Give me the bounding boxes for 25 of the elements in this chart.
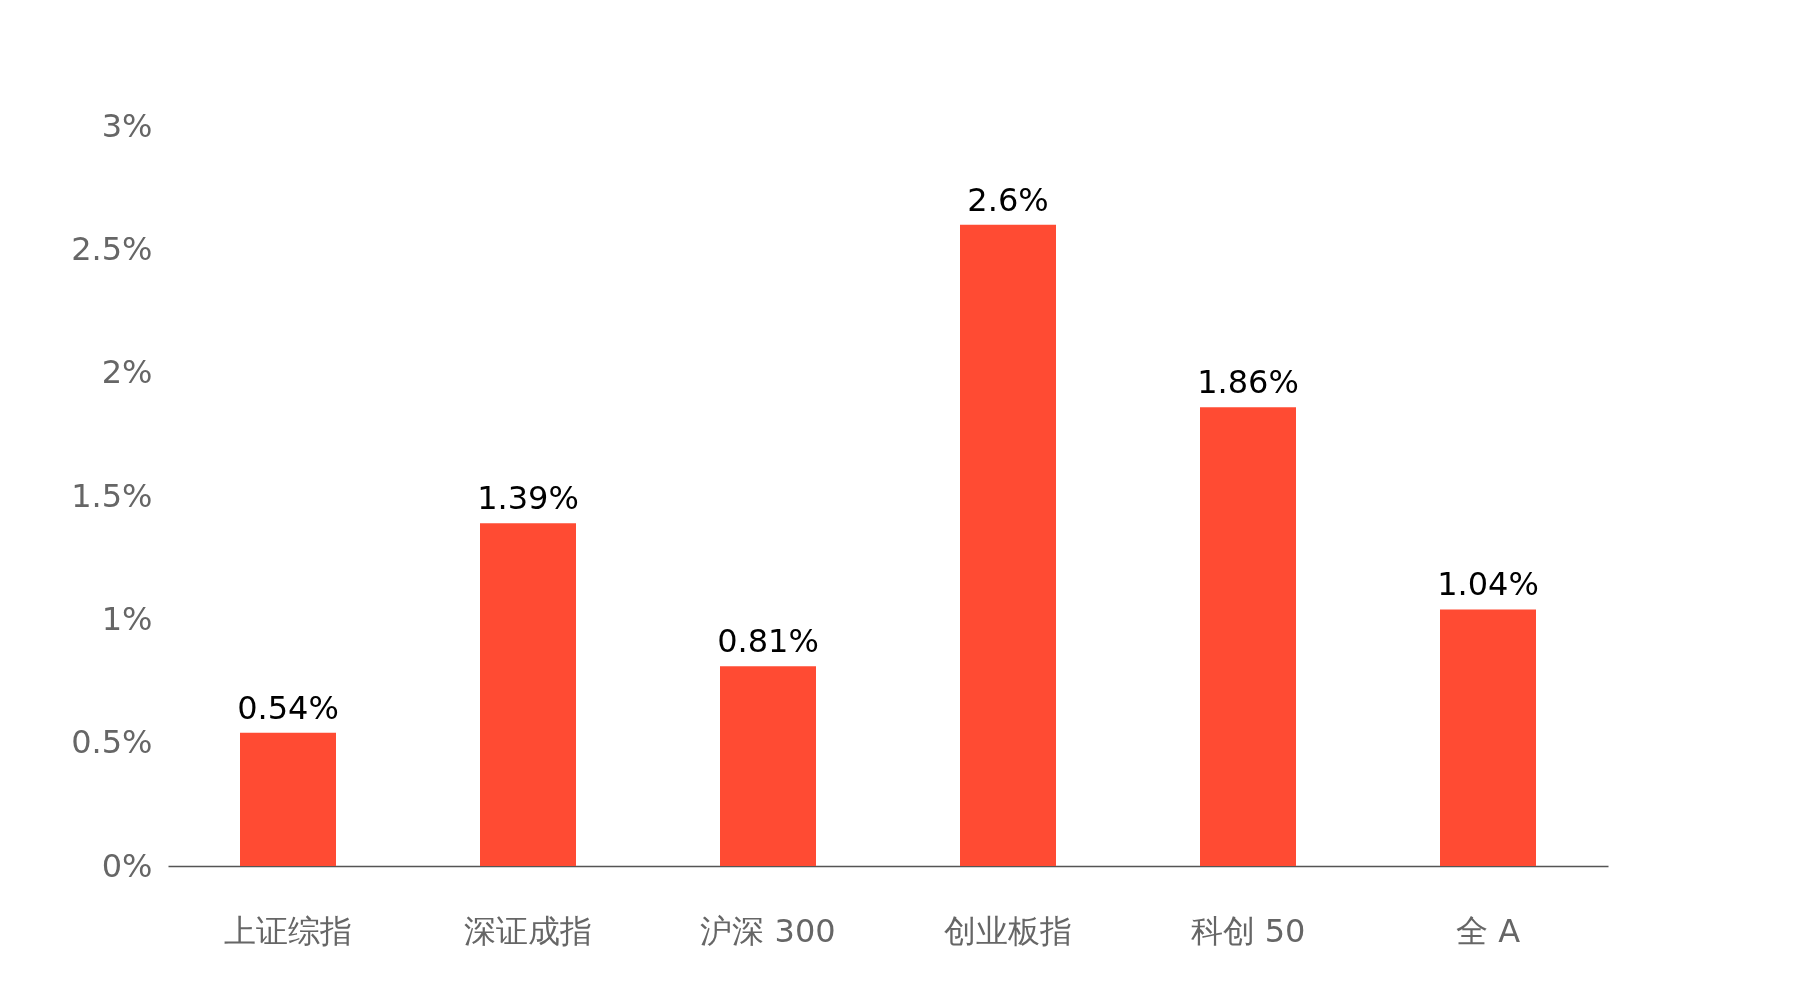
data-label: 1.04% bbox=[1437, 565, 1539, 604]
data-label: 1.39% bbox=[477, 479, 579, 518]
x-tick-label: 全 A bbox=[1455, 911, 1521, 950]
bar bbox=[1440, 609, 1536, 866]
y-tick-label: 0.5% bbox=[71, 723, 153, 762]
data-label: 1.86% bbox=[1197, 363, 1299, 402]
data-label: 0.81% bbox=[717, 622, 819, 661]
y-tick-label: 2% bbox=[101, 353, 153, 392]
y-tick-label: 3% bbox=[101, 106, 153, 145]
x-tick-label: 科创 50 bbox=[1190, 911, 1306, 950]
data-label: 0.54% bbox=[237, 688, 339, 727]
y-tick-label: 2.5% bbox=[71, 229, 153, 268]
y-tick-label: 1.5% bbox=[71, 476, 153, 515]
bar bbox=[1200, 407, 1296, 866]
x-tick-label: 沪深 300 bbox=[700, 911, 836, 950]
x-tick-label: 创业板指 bbox=[944, 911, 1072, 950]
bar bbox=[720, 666, 816, 866]
bar bbox=[960, 224, 1056, 866]
x-tick-label: 上证综指 bbox=[224, 911, 352, 950]
y-tick-label: 0% bbox=[101, 846, 153, 885]
data-label: 2.6% bbox=[967, 180, 1049, 219]
x-tick-label: 深证成指 bbox=[464, 911, 592, 950]
y-tick-label: 1% bbox=[101, 599, 153, 638]
bar bbox=[240, 732, 336, 866]
bar bbox=[480, 523, 576, 866]
